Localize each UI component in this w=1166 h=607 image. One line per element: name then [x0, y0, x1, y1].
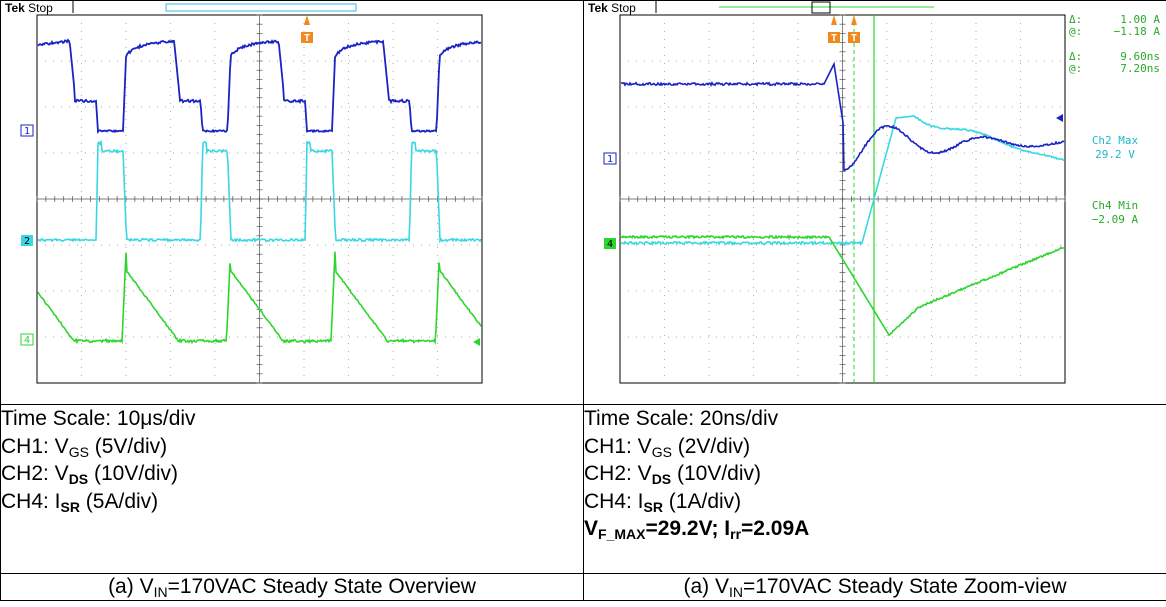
at-a-value: −1.18 A	[1114, 25, 1161, 38]
right-oscilloscope-plot: T T 1 4 Δ: 1.00 A @:	[603, 1, 1160, 384]
ch4-min-label: Ch4 Min	[1092, 199, 1138, 212]
left-ch2-vds-trace	[37, 139, 482, 244]
right-time-scale: Time Scale: 20ns/div	[584, 407, 779, 430]
right-ch4-setting: CH4: ISR (1A/div)	[584, 489, 742, 515]
right-ch1-level-arrow-icon	[1056, 114, 1063, 122]
delta-t-value: 9.60ns	[1120, 50, 1160, 63]
left-settings-cell: Time Scale: 10μs/div CH1: VGS (5V/div) C…	[0, 404, 584, 574]
right-scope-cell: Tek Stop T T	[583, 0, 1166, 405]
left-ch2-setting: CH2: VDS (10V/div)	[1, 462, 179, 487]
right-trigger-marker: T T	[828, 15, 860, 44]
left-ch4-level-arrow-icon	[473, 338, 480, 346]
right-graticule-grid	[619, 14, 1066, 384]
svg-text:2: 2	[24, 236, 30, 247]
ch4-min-value: −2.09 A	[1092, 213, 1139, 226]
left-trigger-marker: T	[301, 15, 313, 44]
left-ch1-setting: CH1: VGS (5V/div)	[1, 434, 168, 460]
svg-text:4: 4	[607, 239, 613, 250]
left-ch4-isr-trace	[37, 251, 482, 346]
right-ch1-setting: CH1: VGS (2V/div)	[584, 434, 751, 460]
right-scope-header: Tek Stop	[588, 1, 636, 15]
right-ch1-marker: 1	[603, 152, 617, 165]
left-ch4-setting: CH4: ISR (5A/div)	[1, 489, 159, 515]
right-ch2-vds-trace	[620, 114, 1065, 246]
left-graticule-grid	[36, 14, 483, 384]
left-caption: (a) VIN=170VAC Steady State Overview	[0, 573, 584, 601]
delta-a-value: 1.00 A	[1120, 13, 1160, 26]
right-ch2-setting: CH2: VDS (10V/div)	[584, 462, 762, 487]
left-ch2-marker: 2	[21, 235, 33, 247]
svg-text:1: 1	[24, 126, 30, 137]
at-t-value: 7.20ns	[1120, 62, 1160, 75]
right-ch4-marker: 4	[604, 238, 616, 250]
left-ch1-vgs-trace	[37, 38, 482, 135]
delta-t-label: Δ:	[1069, 50, 1082, 63]
svg-text:T: T	[304, 33, 310, 44]
delta-a-label: Δ:	[1069, 13, 1082, 26]
right-settings-cell: Time Scale: 20ns/div CH1: VGS (2V/div) C…	[583, 404, 1166, 574]
svg-text:4: 4	[24, 335, 30, 346]
ch2-max-label: Ch2 Max	[1092, 134, 1139, 147]
at-t-label: @:	[1069, 62, 1082, 75]
svg-text:T: T	[831, 33, 837, 44]
svg-text:1: 1	[607, 154, 613, 165]
left-ch1-marker: 1	[20, 124, 34, 137]
right-summary: VF_MAX=29.2V; Irr=2.09A	[584, 517, 810, 542]
left-oscilloscope-plot: T 1 2 4	[20, 1, 483, 384]
ch2-max-value: 29.2 V	[1095, 148, 1135, 161]
svg-text:T: T	[851, 33, 857, 44]
left-time-scale: Time Scale: 10μs/div	[1, 407, 196, 430]
right-cursor-readouts: Δ: 1.00 A @: −1.18 A Δ: 9.60ns @: 7.20ns…	[1069, 13, 1160, 226]
at-a-label: @:	[1069, 25, 1082, 38]
right-ch4-isr-trace	[620, 234, 1065, 337]
left-scope-header: Tek Stop	[5, 1, 53, 15]
left-scope-cell: Tek Stop T 1	[0, 0, 584, 405]
left-ch4-marker: 4	[20, 333, 34, 346]
right-caption: (a) VIN=170VAC Steady State Zoom-view	[583, 573, 1166, 601]
right-ch1-vgs-trace	[620, 61, 1065, 172]
